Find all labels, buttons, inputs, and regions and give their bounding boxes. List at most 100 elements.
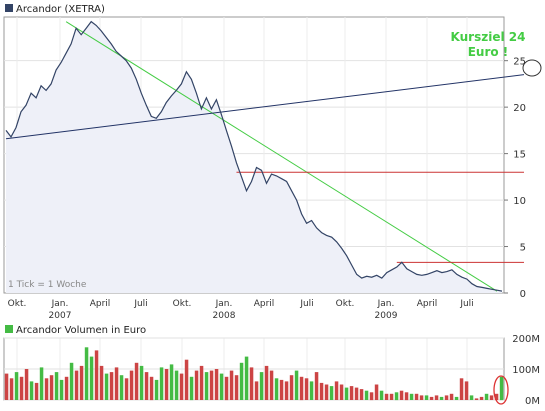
price-y-tick-label: 0 bbox=[520, 289, 526, 300]
volume-bar bbox=[444, 395, 449, 400]
x-tick-label: April bbox=[90, 299, 111, 309]
volume-bar bbox=[224, 376, 229, 401]
annotation-line-1: Kursziel 24 bbox=[451, 30, 526, 44]
volume-bar bbox=[199, 365, 204, 400]
x-tick-label: Okt. bbox=[8, 299, 27, 309]
x-tick-label: April bbox=[254, 299, 275, 309]
volume-bar bbox=[259, 372, 264, 400]
volume-bar bbox=[309, 381, 314, 400]
volume-bar bbox=[479, 396, 484, 400]
volume-y-tick-label: 0M bbox=[525, 396, 540, 407]
volume-bar bbox=[434, 395, 439, 400]
volume-bar bbox=[319, 382, 324, 400]
x-year-label: 2007 bbox=[49, 311, 72, 321]
volume-bar bbox=[394, 392, 399, 401]
trendlines bbox=[5, 21, 525, 292]
volume-bar bbox=[164, 369, 169, 400]
trendline-blue_line bbox=[5, 74, 525, 140]
volume-legend-swatch bbox=[5, 325, 13, 333]
target-circle bbox=[522, 59, 542, 77]
volume-bar bbox=[334, 381, 339, 400]
volume-bar bbox=[439, 396, 444, 400]
price-y-tick-label: 5 bbox=[520, 243, 526, 254]
volume-bar bbox=[114, 367, 119, 400]
price-y-tick-label: 20 bbox=[513, 103, 526, 114]
volume-bar bbox=[234, 375, 239, 400]
volume-bar bbox=[294, 370, 299, 400]
volume-bar bbox=[119, 375, 124, 400]
volume-bar bbox=[274, 378, 279, 400]
volume-bar bbox=[354, 387, 359, 400]
volume-bar bbox=[264, 365, 269, 400]
volume-bar bbox=[9, 378, 14, 400]
volume-bar bbox=[219, 373, 224, 400]
x-tick-label: April bbox=[417, 299, 438, 309]
volume-bar bbox=[429, 396, 434, 400]
volume-bar bbox=[424, 395, 429, 400]
volume-bar bbox=[269, 370, 274, 400]
volume-bar bbox=[4, 373, 9, 400]
price-y-tick-label: 15 bbox=[513, 150, 526, 161]
volume-bar bbox=[209, 370, 214, 400]
x-tick-label: Okt. bbox=[173, 299, 192, 309]
volume-bar bbox=[154, 379, 159, 400]
volume-bar bbox=[214, 369, 219, 400]
volume-bar bbox=[284, 381, 289, 400]
price-y-tick-label: 10 bbox=[513, 196, 526, 207]
volume-bar bbox=[339, 384, 344, 400]
volume-bar bbox=[314, 372, 319, 400]
volume-bar bbox=[279, 379, 284, 400]
volume-bar bbox=[374, 384, 379, 400]
volume-bar bbox=[379, 390, 384, 400]
annotation-line-2: Euro ! bbox=[468, 45, 509, 59]
volume-bar bbox=[494, 393, 499, 400]
volume-bar bbox=[469, 395, 474, 400]
volume-bar bbox=[499, 376, 504, 401]
volume-bar bbox=[369, 392, 374, 401]
volume-bar bbox=[129, 370, 134, 400]
price-line bbox=[5, 20, 503, 292]
volume-bar bbox=[249, 367, 254, 400]
volume-bar bbox=[24, 369, 29, 400]
volume-bar bbox=[364, 390, 369, 400]
volume-bar bbox=[49, 375, 54, 400]
price-y-tick-label: 25 bbox=[513, 57, 526, 68]
x-tick-label: Juli bbox=[459, 299, 473, 309]
volume-bar bbox=[104, 373, 109, 400]
volume-bar bbox=[459, 378, 464, 400]
price-y-axis: 0 5 10 15 20 25 bbox=[504, 57, 526, 300]
x-tick-label: Juli bbox=[133, 299, 147, 309]
x-tick-label: Jan. bbox=[377, 299, 395, 309]
x-tick-label: Jan. bbox=[51, 299, 69, 309]
volume-bar bbox=[144, 372, 149, 400]
volume-bar bbox=[399, 390, 404, 400]
volume-y-tick-label: 200M bbox=[512, 334, 540, 345]
volume-bar bbox=[449, 393, 454, 400]
volume-bar bbox=[189, 376, 194, 401]
volume-bar bbox=[194, 370, 199, 400]
volume-bar bbox=[134, 362, 139, 400]
volume-bar bbox=[324, 384, 329, 400]
price-area-fill bbox=[6, 21, 502, 293]
volume-bar bbox=[69, 362, 74, 400]
volume-bar bbox=[99, 365, 104, 400]
volume-bar bbox=[244, 356, 249, 400]
volume-bar bbox=[474, 398, 479, 400]
volume-bar bbox=[229, 370, 234, 400]
volume-bar bbox=[44, 378, 49, 400]
price-legend: Arcandor (XETRA) bbox=[16, 4, 105, 15]
volume-bar bbox=[64, 376, 69, 401]
volume-y-axis: 0M 100M 200M bbox=[512, 334, 540, 407]
volume-legend: Arcandor Volumen in Euro bbox=[16, 325, 146, 336]
volume-bar bbox=[254, 381, 259, 400]
volume-bar bbox=[349, 386, 354, 400]
volume-bar bbox=[299, 376, 304, 401]
volume-bar bbox=[149, 376, 154, 401]
volume-bar bbox=[59, 379, 64, 400]
volume-bar bbox=[359, 389, 364, 400]
volume-bar bbox=[19, 376, 24, 401]
volume-bar bbox=[179, 373, 184, 400]
x-tick-label: Jan. bbox=[215, 299, 233, 309]
volume-bar bbox=[139, 365, 144, 400]
tick-note: 1 Tick = 1 Woche bbox=[8, 280, 87, 290]
